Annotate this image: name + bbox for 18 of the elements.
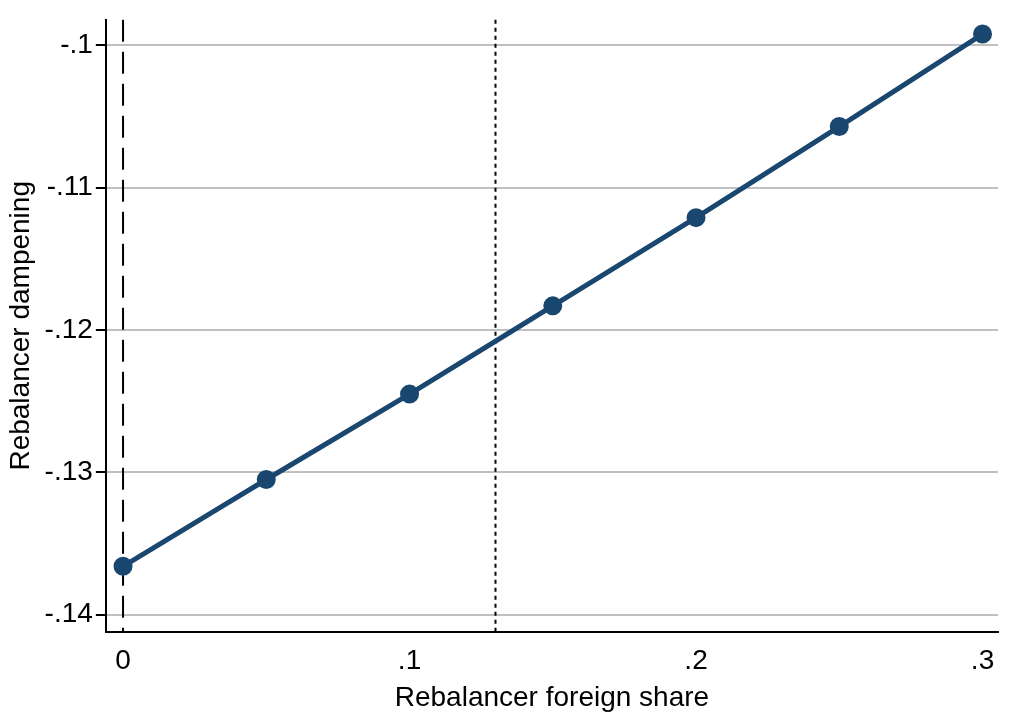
x-tick-label: .1 [397,644,422,676]
y-tick-label: -.14 [44,597,93,629]
point [543,296,563,316]
y-tick-label: -.12 [44,312,93,344]
x-tick-label: .3 [970,644,995,676]
point [973,24,993,44]
y-tick-label: -.1 [60,28,93,60]
x-axis-title: Rebalancer foreign share [394,680,710,712]
point [113,556,133,576]
point [400,384,420,404]
x-tick-label: .2 [684,644,708,676]
y-axis-title: Rebalancer dampening [3,181,35,471]
y-tick-label: -.11 [46,170,93,202]
x-tick-label: 0 [115,644,131,676]
point [686,208,706,228]
y-tick-label: -.13 [44,455,93,487]
point [829,117,849,137]
point [256,470,276,490]
